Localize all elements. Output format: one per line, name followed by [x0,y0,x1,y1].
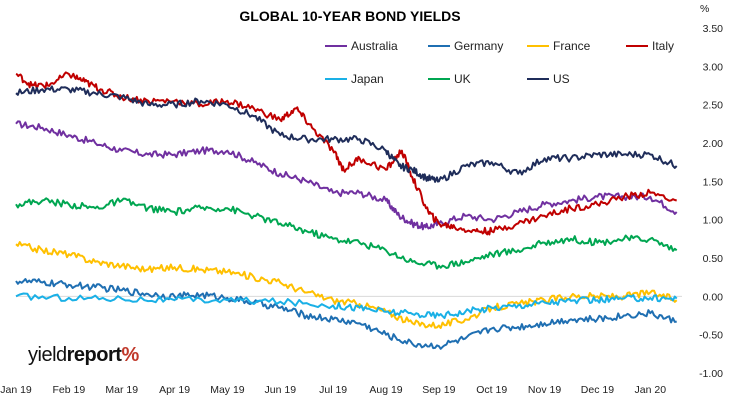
y-tick-label: 0.50 [703,253,724,265]
series-line-italy [15,71,677,236]
series-line-japan [15,292,678,320]
x-tick-label: Feb 19 [53,384,86,396]
logo-percent-symbol: % [121,344,139,366]
x-tick-label: Aug 19 [369,384,402,396]
series-line-uk [15,197,678,270]
legend-label-uk: UK [454,72,471,86]
legend-label-italy: Italy [652,39,674,53]
series-line-france [15,241,678,329]
series-line-australia [15,120,678,231]
series-line-germany [15,278,677,350]
legend: Australia Germany France Italy Japan UK US [325,39,674,86]
x-tick-label: Oct 19 [476,384,507,396]
y-tick-label: 0.00 [703,291,724,303]
x-tick-label: Mar 19 [105,384,138,396]
x-tick-label: Jun 19 [265,384,297,396]
y-tick-label: -1.00 [699,368,723,380]
x-tick-label: Jan 20 [635,384,667,396]
y-tick-label: 3.50 [703,23,724,35]
x-axis: Jan 19 Feb 19 Mar 19 Apr 19 May 19 Jun 19 Jul … [0,384,666,396]
y-tick-label: 2.50 [703,100,724,112]
y-axis: 3.50 3.00 2.50 2.00 1.50 1.00 0.50 0.00 -0.50 -1.… [699,23,723,380]
y-tick-label: 1.00 [703,215,724,227]
logo-text-regular: yield [28,344,67,366]
x-tick-label: Sep 19 [422,384,455,396]
y-tick-label: 1.50 [703,176,724,188]
legend-label-japan: Japan [351,72,384,86]
y-tick-label: -0.50 [699,330,723,342]
series-layer [15,71,678,350]
chart-title: GLOBAL 10-YEAR BOND YIELDS [239,8,460,24]
x-tick-label: Apr 19 [159,384,190,396]
y-tick-label: 2.00 [703,138,724,150]
legend-label-us: US [553,72,570,86]
legend-label-france: France [553,39,591,53]
series-line-us [15,85,678,183]
x-tick-label: Nov 19 [528,384,561,396]
x-tick-label: May 19 [210,384,245,396]
y-tick-label: 3.00 [703,61,724,73]
y-axis-unit-label: % [700,3,709,15]
legend-label-germany: Germany [454,39,503,53]
x-tick-label: Jul 19 [319,384,347,396]
yieldreport-logo: yieldreport% [28,344,139,367]
x-tick-label: Dec 19 [581,384,614,396]
x-tick-label: Jan 19 [0,384,32,396]
legend-label-australia: Australia [351,39,398,53]
logo-text-bold: report [66,344,122,366]
